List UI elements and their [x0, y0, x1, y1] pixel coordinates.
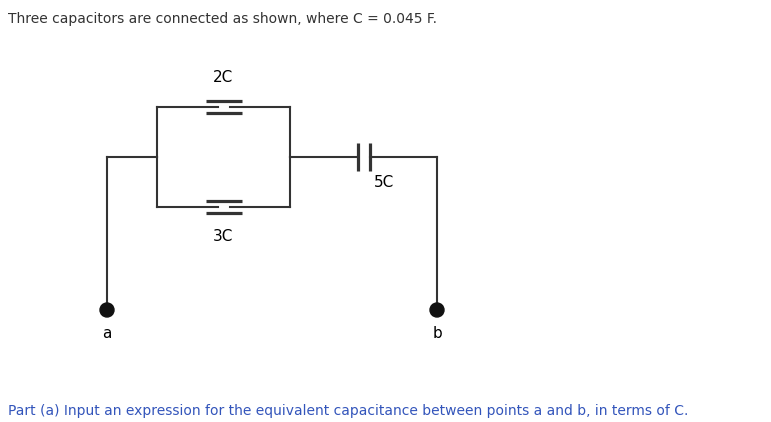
Text: 2C: 2C — [214, 70, 234, 85]
Text: Three capacitors are connected as shown, where C = 0.045 F.: Three capacitors are connected as shown,… — [8, 12, 437, 26]
Circle shape — [100, 303, 114, 317]
Text: 5C: 5C — [373, 175, 394, 190]
Circle shape — [430, 303, 444, 317]
Text: 3C: 3C — [214, 229, 234, 244]
Text: a: a — [103, 326, 112, 341]
Text: b: b — [432, 326, 442, 341]
Text: Part (a) Input an expression for the equivalent capacitance between points a and: Part (a) Input an expression for the equ… — [8, 404, 689, 418]
